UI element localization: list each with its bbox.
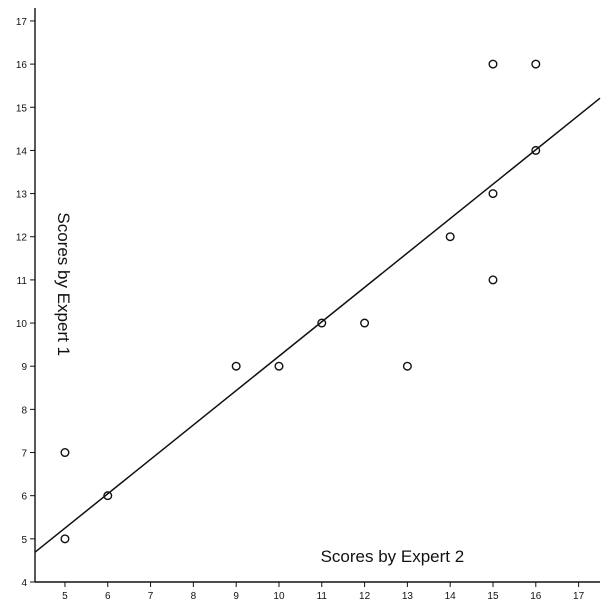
x-tick-label: 6 bbox=[105, 591, 111, 602]
data-point bbox=[274, 361, 284, 371]
data-point bbox=[360, 318, 370, 328]
data-point bbox=[488, 189, 498, 199]
fit-line bbox=[34, 97, 601, 553]
y-tick-label: 16 bbox=[16, 60, 28, 71]
axes: 5 6 7 8 9 10 11 12 13 14 15 16 17 4 5 6 7 8 9 10 11 12 13 14 15 1… bbox=[16, 8, 600, 602]
x-tick-label: 10 bbox=[273, 591, 285, 602]
x-tick-label: 17 bbox=[573, 591, 585, 602]
x-tick-label: 15 bbox=[487, 591, 499, 602]
y-tick-label: 6 bbox=[21, 492, 27, 503]
x-tick-label: 9 bbox=[233, 591, 239, 602]
y-axis-title: Scores by Expert 1 bbox=[54, 212, 73, 356]
data-point bbox=[488, 59, 498, 69]
y-tick-label: 7 bbox=[21, 449, 27, 460]
y-tick-label: 4 bbox=[21, 578, 27, 589]
x-tick-label: 5 bbox=[62, 591, 68, 602]
y-tick-label: 13 bbox=[16, 190, 28, 201]
data-point bbox=[531, 145, 541, 155]
x-tick-label: 12 bbox=[359, 591, 371, 602]
data-point bbox=[317, 318, 327, 328]
y-tick-label: 17 bbox=[16, 17, 28, 28]
data-point bbox=[531, 59, 541, 69]
y-tick-label: 10 bbox=[16, 319, 28, 330]
y-tick-label: 11 bbox=[17, 276, 28, 287]
data-point bbox=[103, 491, 113, 501]
y-tick-label: 9 bbox=[21, 362, 27, 373]
data-point bbox=[231, 361, 241, 371]
data-point bbox=[402, 361, 412, 371]
data-point bbox=[60, 448, 70, 458]
x-tick-label: 16 bbox=[530, 591, 542, 602]
x-tick-label: 14 bbox=[445, 591, 457, 602]
x-tick-label: 7 bbox=[148, 591, 154, 602]
y-tick-label: 5 bbox=[21, 535, 27, 546]
x-tick-label: 11 bbox=[317, 591, 328, 602]
data-point bbox=[445, 232, 455, 242]
y-tick-label: 15 bbox=[16, 103, 28, 114]
labels-layer: Scores by Expert 2 Scores by Expert 1 bbox=[54, 212, 464, 566]
y-tick-label: 14 bbox=[16, 146, 28, 157]
x-axis-title: Scores by Expert 2 bbox=[321, 547, 465, 566]
points-layer bbox=[60, 59, 541, 544]
y-tick-label: 12 bbox=[16, 233, 28, 244]
x-tick-label: 13 bbox=[402, 591, 414, 602]
data-point bbox=[488, 275, 498, 285]
x-tick-label: 8 bbox=[191, 591, 197, 602]
y-tick-label: 8 bbox=[21, 405, 27, 416]
fit-line-layer bbox=[34, 97, 601, 553]
data-point bbox=[60, 534, 70, 544]
